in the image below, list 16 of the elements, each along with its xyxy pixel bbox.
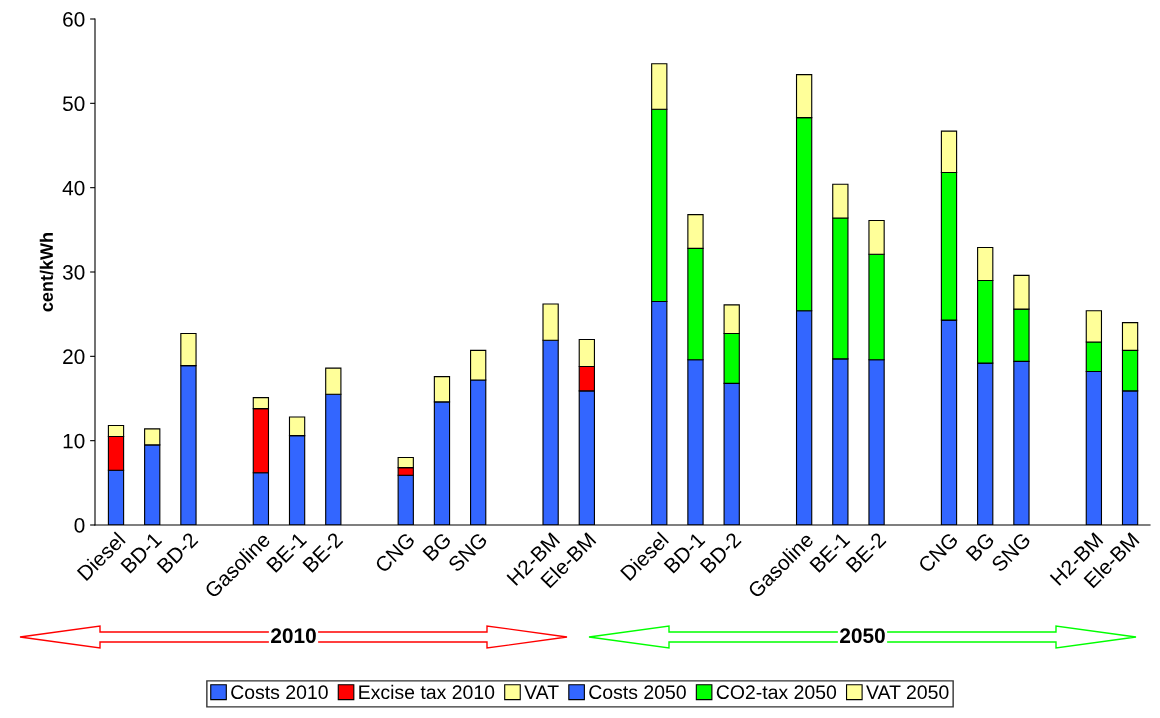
y-tick-label: 50 bbox=[62, 96, 85, 112]
y-tick-label: 0 bbox=[74, 518, 85, 533]
legend-label: Costs 2010 bbox=[231, 685, 328, 700]
legend-label: Costs 2050 bbox=[589, 685, 686, 700]
y-tick-label: 10 bbox=[63, 433, 85, 449]
legend-label: VAT bbox=[524, 685, 559, 699]
y-tick-label: 60 bbox=[63, 12, 85, 27]
text: 2050 bbox=[840, 628, 885, 644]
y-tick-label: 20 bbox=[63, 349, 85, 365]
legend-label: VAT 2050 bbox=[866, 685, 949, 700]
legend-label: CO2-tax 2050 bbox=[716, 685, 837, 700]
y-tick-label: 30 bbox=[62, 265, 85, 280]
y-tick-label: 40 bbox=[62, 180, 85, 196]
y-axis-title: cent/kWh bbox=[39, 232, 54, 312]
legend-label: Excise tax 2010 bbox=[359, 684, 495, 700]
text: 2010 bbox=[271, 628, 316, 644]
